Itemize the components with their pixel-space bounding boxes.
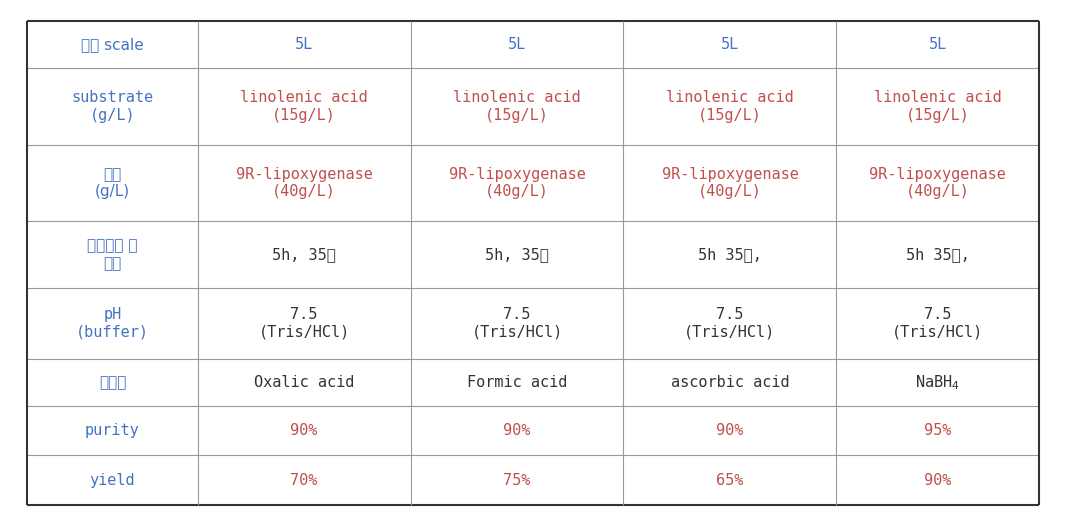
Text: 환원제: 환원제 [99, 375, 126, 390]
Text: 5L: 5L [507, 38, 527, 53]
Text: 7.5
(Tris/HCl): 7.5 (Tris/HCl) [684, 307, 776, 340]
Text: NaBH$_4$: NaBH$_4$ [915, 374, 960, 392]
Text: 7.5
(Tris/HCl): 7.5 (Tris/HCl) [471, 307, 563, 340]
Text: 7.5
(Tris/HCl): 7.5 (Tris/HCl) [892, 307, 983, 340]
Text: 65%: 65% [716, 473, 744, 488]
Text: pH
(buffer): pH (buffer) [76, 307, 149, 340]
Text: 90%: 90% [503, 423, 531, 438]
Text: 효소
(g/L): 효소 (g/L) [95, 167, 130, 199]
Text: 5L: 5L [721, 38, 739, 53]
Text: ascorbic acid: ascorbic acid [671, 375, 789, 390]
Text: 90%: 90% [924, 473, 951, 488]
Text: 90%: 90% [716, 423, 744, 438]
Text: 9R-lipoxygenase
(40g/L): 9R-lipoxygenase (40g/L) [869, 167, 1006, 199]
Text: 9R-lipoxygenase
(40g/L): 9R-lipoxygenase (40g/L) [662, 167, 798, 199]
Text: 반응 scale: 반응 scale [81, 38, 144, 53]
Text: 5h, 35℃: 5h, 35℃ [485, 247, 549, 262]
Text: 9R-lipoxygenase
(40g/L): 9R-lipoxygenase (40g/L) [236, 167, 372, 199]
Text: linolenic acid
(15g/L): linolenic acid (15g/L) [666, 90, 794, 123]
Text: purity: purity [85, 423, 140, 438]
Text: 75%: 75% [503, 473, 531, 488]
Text: 5L: 5L [295, 38, 313, 53]
Text: 70%: 70% [290, 473, 318, 488]
Text: 7.5
(Tris/HCl): 7.5 (Tris/HCl) [258, 307, 350, 340]
Text: linolenic acid
(15g/L): linolenic acid (15g/L) [453, 90, 581, 123]
Text: 90%: 90% [290, 423, 318, 438]
Text: 95%: 95% [924, 423, 951, 438]
Text: Formic acid: Formic acid [467, 375, 567, 390]
Text: linolenic acid
(15g/L): linolenic acid (15g/L) [874, 90, 1001, 123]
Text: Oxalic acid: Oxalic acid [254, 375, 354, 390]
Text: yield: yield [90, 473, 135, 488]
Text: 9R-lipoxygenase
(40g/L): 9R-lipoxygenase (40g/L) [449, 167, 585, 199]
Text: linolenic acid
(15g/L): linolenic acid (15g/L) [240, 90, 368, 123]
Text: substrate
(g/L): substrate (g/L) [71, 90, 154, 123]
Text: 5h, 35℃: 5h, 35℃ [272, 247, 336, 262]
Text: 5L: 5L [928, 38, 947, 53]
Text: 반응시간 및
온도: 반응시간 및 온도 [87, 238, 138, 271]
Text: 5h 35℃,: 5h 35℃, [698, 247, 762, 262]
Text: 5h 35℃,: 5h 35℃, [906, 247, 969, 262]
